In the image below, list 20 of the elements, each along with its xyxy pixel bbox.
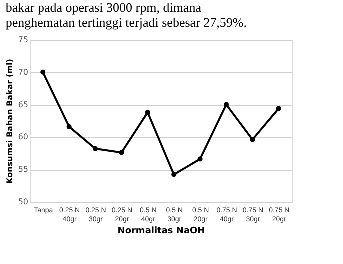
y-axis-title: Konsumsi Bahan Bakar (ml) — [5, 59, 14, 184]
text: bakar pada operasi 3000 rpm, dimana — [6, 0, 202, 15]
point — [145, 110, 150, 116]
y-tick-label: 75 — [18, 36, 28, 44]
point — [198, 156, 203, 162]
point — [66, 124, 72, 130]
point — [250, 137, 256, 142]
y-tick-label: 50 — [18, 198, 28, 206]
x-axis-title: Normalitas NaOH — [118, 226, 206, 236]
text: penghematan tertinggi terjadi sebesar 27,59%. — [6, 15, 247, 30]
point — [40, 70, 46, 75]
y-tick-label: 55 — [18, 165, 28, 174]
point — [172, 172, 177, 178]
point — [93, 146, 98, 152]
point — [119, 150, 124, 156]
point — [276, 106, 282, 112]
point — [224, 102, 229, 108]
y-tick-label: 70 — [18, 68, 28, 77]
y-tick-label: 60 — [18, 132, 28, 142]
y-tick-label: 65 — [18, 100, 28, 110]
